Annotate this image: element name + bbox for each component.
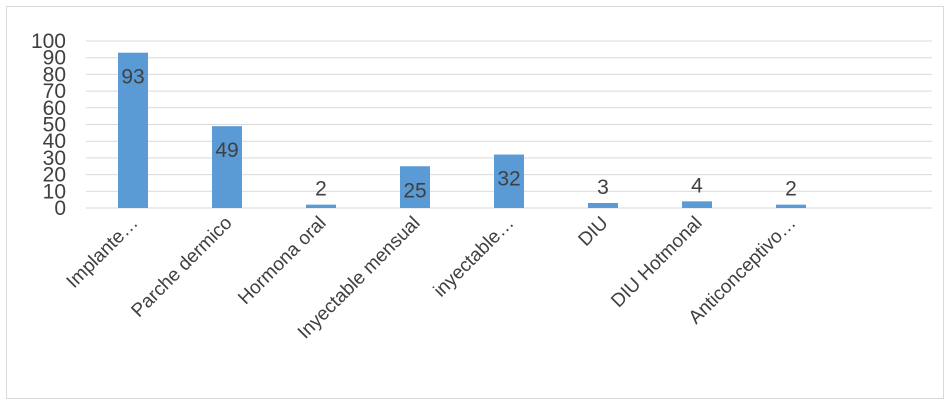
y-tick-label: 80 [43,63,66,86]
y-tick-label: 0 [54,197,66,220]
bar [400,166,430,208]
category-label: Implante… [63,213,143,293]
bar [118,52,148,208]
y-tick-label: 90 [43,47,66,70]
data-label: 2 [315,178,327,201]
category-label: inyectable… [430,213,519,302]
data-labels: 93 49 2 25 32 3 4 2 [121,66,797,203]
bars [118,52,806,208]
data-label: 25 [403,179,426,202]
bar [212,126,242,208]
data-label: 93 [121,66,144,89]
y-tick-label: 70 [43,80,66,103]
category-label: DIU Hotmonal [607,213,706,312]
data-label: 4 [691,174,703,197]
y-tick-label: 30 [43,147,66,170]
bar [682,201,712,208]
y-tick-label: 10 [43,180,66,203]
bar [306,204,336,208]
y-tick-label: 60 [43,97,66,120]
data-label: 3 [597,176,609,199]
bar [776,204,806,208]
y-tick-label: 20 [43,164,66,187]
chart-area [6,6,944,399]
bar [494,154,524,208]
y-tick-label: 40 [43,130,66,153]
bar [588,202,618,208]
category-label: Parche dermico [128,213,237,322]
y-tick-label: 50 [43,114,66,137]
y-tick-label: 100 [31,30,66,53]
category-label: Hormona oral [234,213,330,309]
data-label: 32 [497,168,520,191]
data-label: 49 [215,139,238,162]
data-label: 2 [785,178,797,201]
category-label: DIU [575,213,613,251]
